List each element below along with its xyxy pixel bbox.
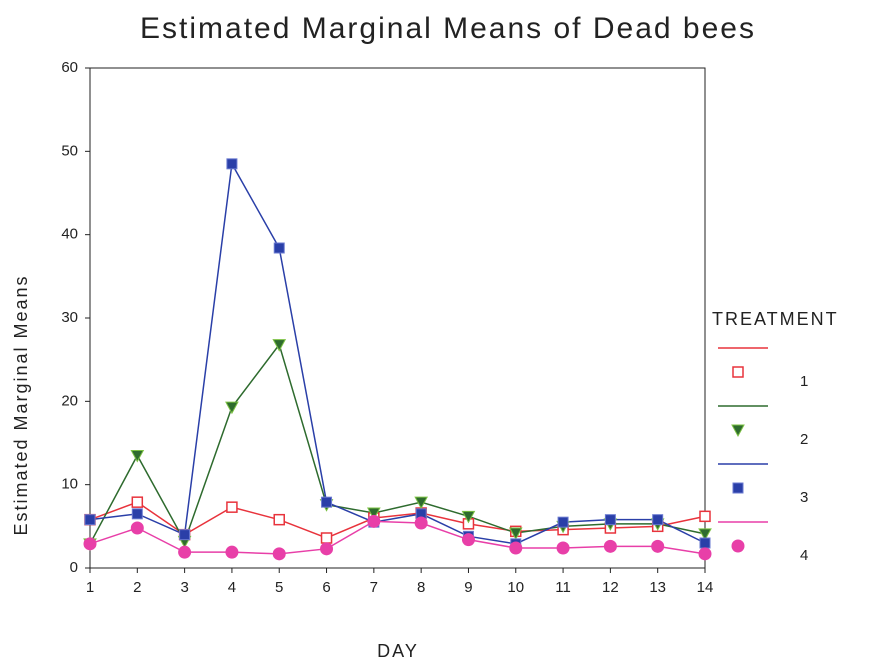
x-tick-label: 5 (275, 579, 283, 596)
marker (272, 547, 286, 561)
marker (272, 339, 287, 352)
marker (699, 510, 711, 523)
y-tick-label: 40 (61, 226, 78, 243)
marker (508, 527, 523, 541)
x-tick-label: 8 (417, 579, 425, 596)
x-tick-label: 1 (86, 579, 94, 596)
x-tick-label: 11 (555, 579, 571, 596)
legend-label: 1 (800, 373, 808, 390)
legend-title: TREATMENT (712, 309, 839, 329)
legend-marker (732, 366, 744, 378)
marker (131, 508, 143, 520)
x-tick-label: 13 (649, 579, 666, 596)
x-tick-label: 2 (133, 579, 141, 596)
legend-label: 4 (800, 547, 808, 564)
series-line (89, 520, 706, 555)
series-line (89, 501, 706, 539)
marker (225, 401, 239, 415)
legend-marker (732, 482, 744, 494)
y-tick-label: 50 (61, 142, 78, 159)
marker (178, 545, 192, 559)
x-tick-label: 12 (602, 579, 619, 596)
marker (461, 533, 475, 547)
x-tick-label: 6 (322, 579, 330, 596)
x-tick-label: 7 (370, 579, 378, 596)
marker (131, 496, 144, 508)
y-tick-label: 60 (61, 59, 78, 76)
plot-frame (89, 67, 706, 569)
marker (179, 529, 191, 541)
x-tick-label: 3 (180, 579, 188, 596)
legend-marker (731, 424, 745, 438)
marker (367, 514, 381, 528)
marker (367, 507, 381, 521)
series-line (89, 161, 706, 545)
marker (320, 532, 333, 544)
y-axis-label: Estimated Marginal Means (11, 274, 31, 535)
marker (130, 521, 144, 535)
marker (651, 539, 665, 553)
marker (226, 158, 238, 170)
marker (84, 514, 96, 526)
chart-title: Estimated Marginal Means of Dead bees (140, 12, 756, 45)
marker (83, 537, 97, 551)
marker (321, 496, 333, 508)
marker (556, 541, 570, 555)
marker (604, 514, 616, 526)
marker (414, 516, 428, 530)
legend-label: 2 (800, 431, 808, 448)
legend-marker (731, 539, 745, 553)
marker (699, 537, 711, 549)
marker (130, 450, 145, 463)
marker (509, 541, 523, 555)
marker (603, 539, 617, 553)
x-tick-label: 9 (464, 579, 472, 596)
y-tick-label: 30 (61, 309, 78, 326)
marker (698, 547, 712, 561)
marker (226, 501, 238, 513)
x-tick-label: 4 (228, 579, 236, 596)
y-tick-label: 0 (70, 559, 78, 576)
marker (414, 496, 428, 510)
legend-label: 3 (800, 489, 808, 506)
x-axis-label: DAY (377, 641, 419, 661)
marker (557, 516, 569, 528)
marker (320, 542, 334, 556)
marker (225, 545, 239, 559)
marker (273, 513, 285, 526)
marker (273, 242, 285, 254)
marker (698, 528, 712, 541)
x-tick-label: 10 (507, 579, 524, 596)
marker (461, 510, 476, 524)
y-tick-label: 20 (61, 392, 78, 409)
marker (652, 514, 664, 526)
series-line (89, 343, 706, 545)
x-tick-label: 14 (697, 579, 714, 596)
y-tick-label: 10 (61, 476, 78, 493)
